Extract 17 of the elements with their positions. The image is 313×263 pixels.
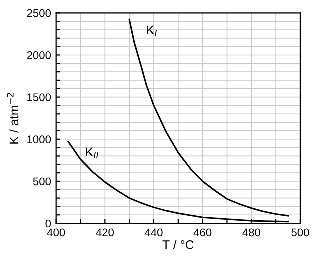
series-label: K$_{I}$ — [147, 26, 158, 37]
x-axis-title: T / °C — [162, 240, 194, 250]
x-tick-label: 420 — [96, 228, 114, 237]
y-tick-label: 500 — [33, 178, 52, 186]
y-tick-label: 1500 — [28, 94, 52, 102]
y-tick-label: 1000 — [28, 136, 52, 144]
x-tick-label: 480 — [242, 228, 260, 237]
line-series — [128, 19, 290, 217]
x-tick-label: 440 — [144, 228, 163, 237]
y-tick-label: 0 — [46, 220, 52, 228]
y-tick-label: 2000 — [27, 51, 52, 60]
series-label: K$_{II}$ — [86, 148, 99, 159]
y-tick-label: 2500 — [27, 9, 52, 18]
x-tick-label: 460 — [194, 228, 212, 237]
y-axis-title: K / atm$^{−2}$ — [7, 93, 19, 144]
x-tick-label: 400 — [47, 228, 66, 237]
x-tick-label: 500 — [292, 228, 310, 237]
